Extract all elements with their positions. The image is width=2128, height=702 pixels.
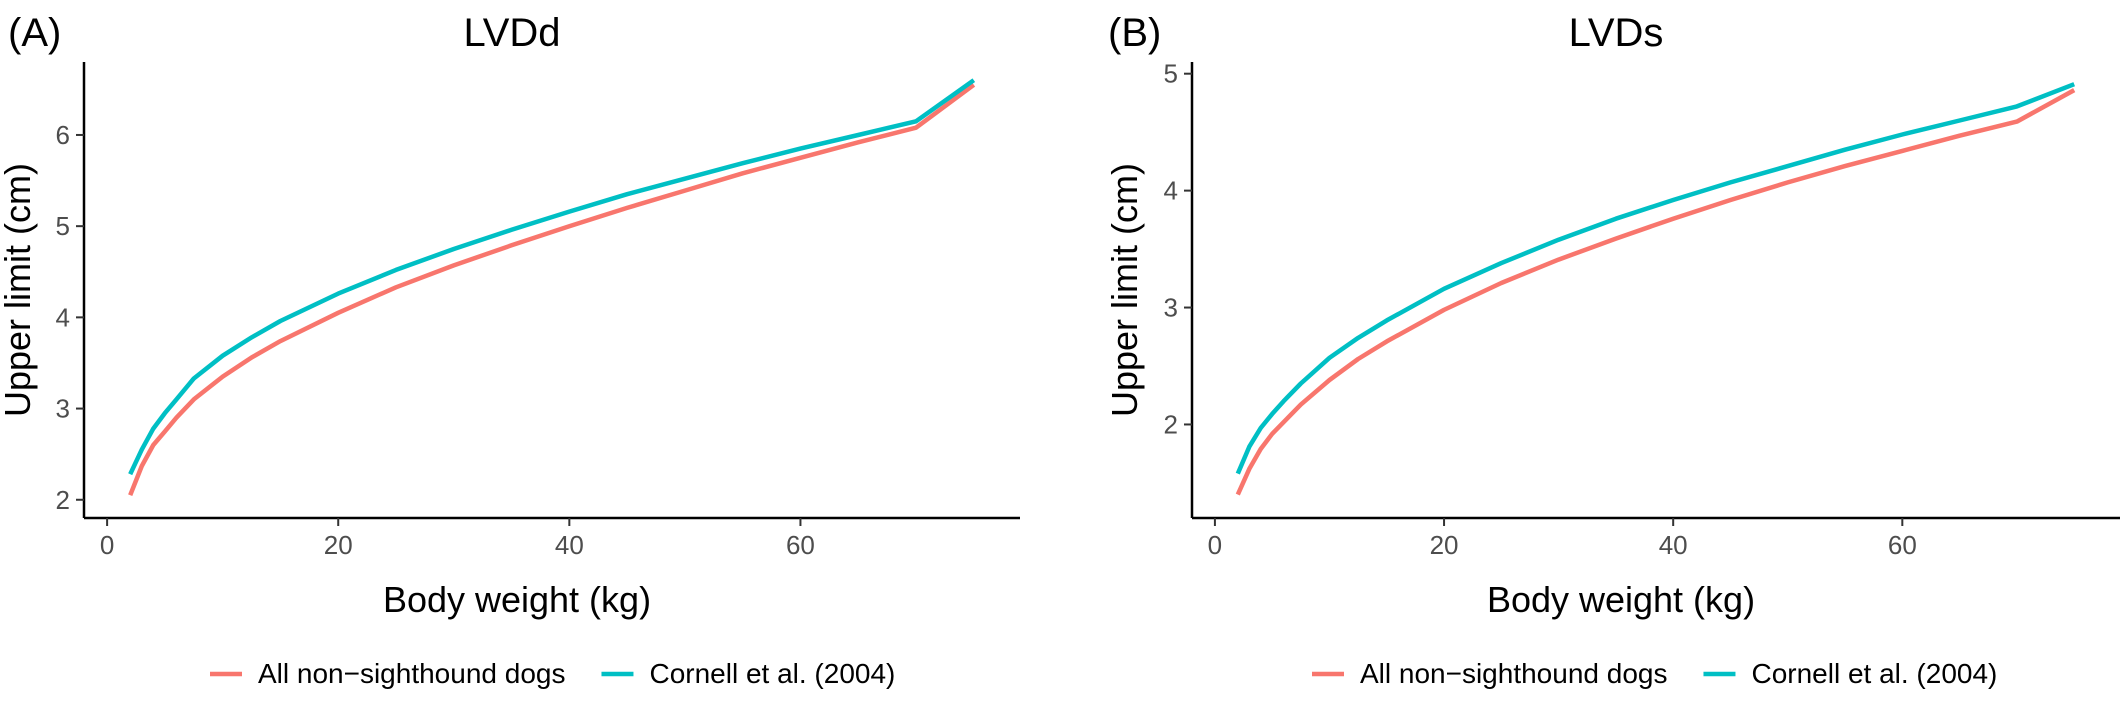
x-tick-label: 20 <box>1430 530 1459 560</box>
series-line-0 <box>128 82 976 497</box>
panel-b: (B) LVDs 0 20 40 60 2 3 4 5 Body weight (kg) Upper … <box>1104 11 2120 689</box>
panel-a: (A) LVDd 0 20 40 60 2 3 4 5 6 Body weight (kg) Upper… <box>0 11 1020 689</box>
x-axis-label: Body weight (kg) <box>383 579 651 620</box>
x-tick-label: 0 <box>100 530 114 560</box>
y-tick-label: 4 <box>1164 176 1178 206</box>
legend-label-0: All non−sighthound dogs <box>258 658 565 689</box>
chart-title: LVDd <box>463 11 560 55</box>
y-tick-label: 6 <box>56 120 70 150</box>
x-tick-label: 60 <box>786 530 815 560</box>
y-tick-label: 5 <box>1164 59 1178 89</box>
panel-tag: (B) <box>1108 11 1161 55</box>
y-tick-label: 3 <box>56 394 70 424</box>
y-axis-label: Upper limit (cm) <box>0 163 38 417</box>
legend-label-1: Cornell et al. (2004) <box>1751 658 1997 689</box>
series-line-0 <box>1235 88 2076 496</box>
x-tick-label: 40 <box>1659 530 1688 560</box>
y-tick-label: 4 <box>56 302 70 332</box>
chart-title: LVDs <box>1569 11 1664 55</box>
y-tick-label: 2 <box>1164 409 1178 439</box>
legend-label-0: All non−sighthound dogs <box>1360 658 1667 689</box>
y-tick-label: 3 <box>1164 293 1178 323</box>
x-axis-label: Body weight (kg) <box>1487 579 1755 620</box>
x-tick-label: 0 <box>1208 530 1222 560</box>
series-line-1 <box>128 78 976 476</box>
x-tick-label: 60 <box>1888 530 1917 560</box>
y-tick-label: 5 <box>56 211 70 241</box>
panel-tag: (A) <box>8 11 61 55</box>
legend-label-1: Cornell et al. (2004) <box>649 658 895 689</box>
y-tick-label: 2 <box>56 485 70 515</box>
x-tick-label: 20 <box>324 530 353 560</box>
y-axis-label: Upper limit (cm) <box>1104 163 1145 417</box>
series-line-1 <box>1235 82 2076 475</box>
x-tick-label: 40 <box>555 530 584 560</box>
